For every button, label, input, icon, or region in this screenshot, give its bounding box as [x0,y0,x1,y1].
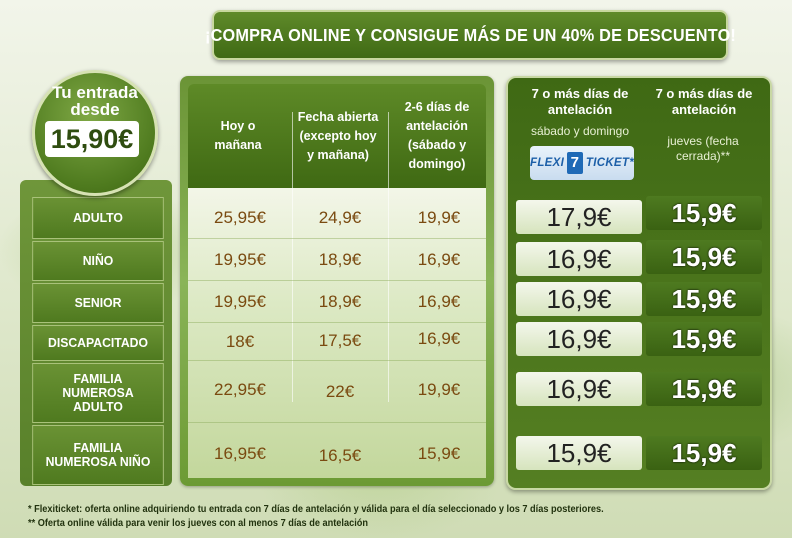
footnotes: * Flexiticket: oferta online adquiriendo… [28,503,768,531]
price-nino-jueves: 15,9€ [646,240,762,274]
price-familia-nino-jueves: 15,9€ [646,436,762,470]
badge-price: 15,90€ [45,121,139,157]
header-hoy-manana-text: Hoy o mañana [214,119,262,152]
row-label-familia-nino: FAMILIA NUMEROSA NIÑO [32,425,164,485]
price-discapacitado-flexi: 16,9€ [516,322,642,356]
badge-line2: desde [70,100,120,119]
price-familia-nino-hoy: 16,95€ [214,444,266,463]
divider [388,112,389,402]
header-fecha-abierta: Fecha abierta (excepto hoy y mañana) [292,84,384,188]
header-fecha-abierta-text: Fecha abierta (excepto hoy y mañana) [297,109,379,162]
divider [188,422,486,423]
flexiticket-right: TICKET* [585,157,634,169]
price-adulto-abierta: 24,9€ [318,208,362,227]
price-discapacitado-abierta: 17,5€ [318,331,362,350]
price-adulto-2-6: 19,9€ [417,208,461,227]
price-familia-nino-2-6: 15,9€ [417,444,461,463]
row-label-familia-adulto: FAMILIA NUMEROSA ADULTO [32,363,164,423]
footnote-jueves: ** Oferta online válida para venir los j… [28,518,369,529]
price-nino-abierta: 18,9€ [318,250,362,269]
row-label-nino: NIÑO [32,241,164,281]
divider [188,280,486,281]
price-familia-adulto-2-6: 19,9€ [417,380,461,399]
footnote-flexiticket: * Flexiticket: oferta online adquiriendo… [28,504,604,515]
row-label-adulto: ADULTO [32,197,164,239]
price-nino-2-6: 16,9€ [417,250,461,269]
divider [188,360,486,361]
flexiticket-left: FLEXI [530,157,565,169]
divider [188,322,486,323]
online-price-table: 7 o más días de antelación sábado y domi… [506,76,772,490]
row-label-familia-adulto-text: FAMILIA NUMEROSA ADULTO [62,371,134,414]
price-familia-nino-flexi: 15,9€ [516,436,642,470]
price-nino-hoy: 19,95€ [214,250,266,269]
sub-sabado-domingo: sábado y domingo [530,124,630,138]
price-discapacitado-hoy: 18€ [225,332,255,351]
price-senior-2-6: 16,9€ [417,292,461,311]
header-2-6-dias: 2-6 días de antelación (sábado y domingo… [390,84,484,188]
standard-table-header: Hoy o mañana Fecha abierta (excepto hoy … [188,84,486,188]
price-adulto-flexi: 17,9€ [516,200,642,234]
badge-line1: Tu entrada [52,83,138,102]
row-label-discapacitado: DISCAPACITADO [32,325,164,361]
price-nino-flexi: 16,9€ [516,242,642,276]
price-familia-adulto-hoy: 22,95€ [214,380,266,399]
price-senior-abierta: 18,9€ [318,292,362,311]
price-familia-adulto-jueves: 15,9€ [646,372,762,406]
standard-price-table: Hoy o mañana Fecha abierta (excepto hoy … [180,76,494,486]
price-familia-nino-abierta: 16,5€ [318,446,362,465]
price-adulto-hoy: 25,95€ [214,208,266,227]
flexiticket-seven-icon: 7 [567,152,583,174]
price-senior-jueves: 15,9€ [646,282,762,316]
standard-table-body [188,188,486,478]
price-senior-hoy: 19,95€ [214,292,266,311]
flexiticket-logo: FLEXI 7 TICKET* [530,146,634,180]
divider [292,112,293,402]
divider [188,238,486,239]
sub-jueves: jueves (fecha cerrada)** [667,134,739,163]
header-7-dias-jueves: 7 o más días de antelación [655,86,753,117]
price-badge: Tu entrada desde 15,90€ [32,70,158,196]
promo-banner-text: ¡COMPRA ONLINE Y CONSIGUE MÁS DE UN 40% … [204,24,736,45]
price-adulto-jueves: 15,9€ [646,196,762,230]
price-discapacitado-2-6: 16,9€ [417,329,461,348]
header-7-dias-sabado: 7 o más días de antelación [531,86,629,117]
header-hoy-manana: Hoy o mañana [190,84,286,188]
price-familia-adulto-abierta: 22€ [325,382,355,401]
price-senior-flexi: 16,9€ [516,282,642,316]
price-discapacitado-jueves: 15,9€ [646,322,762,356]
price-familia-adulto-flexi: 16,9€ [516,372,642,406]
header-2-6-dias-text: 2-6 días de antelación (sábado y domingo… [404,100,470,171]
row-label-senior: SENIOR [32,283,164,323]
promo-banner: ¡COMPRA ONLINE Y CONSIGUE MÁS DE UN 40% … [204,10,735,60]
row-label-familia-nino-text: FAMILIA NUMEROSA NIÑO [45,440,151,469]
